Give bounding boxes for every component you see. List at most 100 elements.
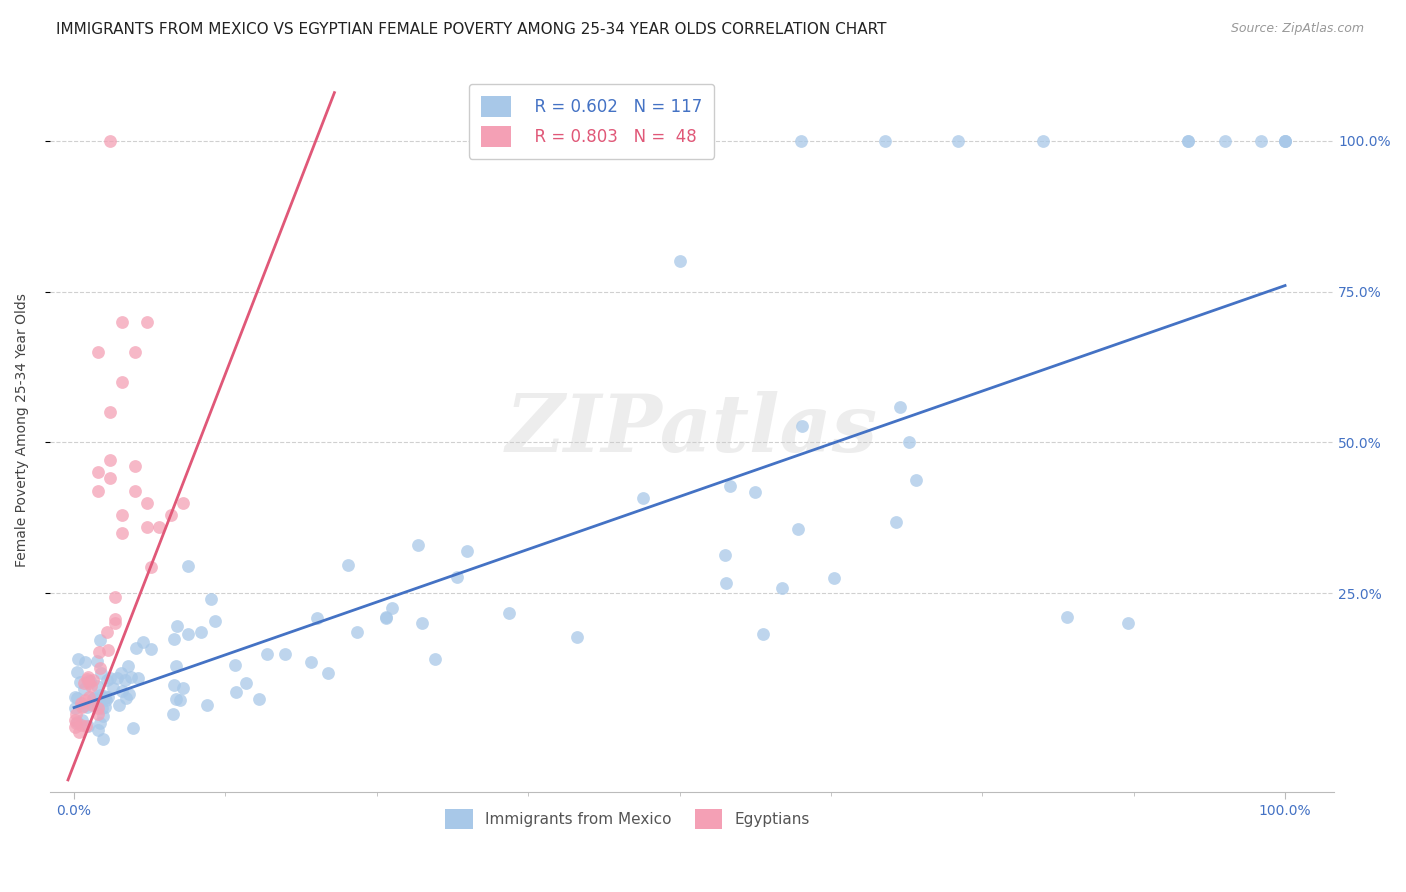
Point — [66, 715, 89, 730]
Point — [70, 696, 93, 710]
Point — [307, 611, 329, 625]
Point — [204, 614, 226, 628]
Point — [1056, 610, 1078, 624]
Point — [256, 647, 278, 661]
Point — [163, 678, 186, 692]
Point — [100, 405, 122, 419]
Point — [76, 674, 98, 689]
Point — [80, 698, 103, 713]
Point — [124, 483, 146, 498]
Point — [72, 713, 94, 727]
Point — [787, 522, 810, 536]
Point — [89, 688, 111, 702]
Point — [125, 640, 148, 655]
Point — [299, 656, 322, 670]
Point — [456, 544, 478, 558]
Point — [1274, 134, 1296, 148]
Point — [86, 723, 108, 737]
Point — [87, 691, 110, 706]
Point — [93, 689, 115, 703]
Point — [75, 693, 97, 707]
Point — [111, 375, 134, 389]
Point — [91, 709, 114, 723]
Point — [235, 676, 257, 690]
Point — [165, 692, 187, 706]
Point — [160, 508, 183, 522]
Legend: Immigrants from Mexico, Egyptians: Immigrants from Mexico, Egyptians — [439, 803, 815, 835]
Point — [337, 558, 360, 573]
Point — [446, 570, 468, 584]
Point — [108, 698, 131, 713]
Point — [73, 698, 96, 713]
Point — [169, 693, 191, 707]
Point — [89, 645, 111, 659]
Point — [82, 691, 104, 706]
Point — [668, 254, 690, 268]
Point — [127, 671, 149, 685]
Point — [75, 655, 97, 669]
Point — [77, 719, 100, 733]
Point — [823, 571, 845, 585]
Point — [100, 453, 122, 467]
Point — [69, 718, 91, 732]
Point — [165, 658, 187, 673]
Point — [94, 699, 117, 714]
Point — [82, 697, 104, 711]
Point — [141, 642, 163, 657]
Point — [176, 627, 198, 641]
Point — [100, 134, 122, 148]
Point — [69, 724, 91, 739]
Point — [120, 670, 142, 684]
Point — [375, 610, 398, 624]
Point — [770, 582, 793, 596]
Point — [714, 548, 737, 562]
Point — [94, 693, 117, 707]
Point — [117, 658, 139, 673]
Point — [135, 315, 157, 329]
Point — [565, 630, 588, 644]
Point — [90, 665, 112, 680]
Point — [96, 673, 118, 688]
Text: ZIPatlas: ZIPatlas — [506, 392, 877, 469]
Point — [346, 625, 368, 640]
Point — [79, 673, 101, 688]
Point — [73, 676, 96, 690]
Point — [752, 627, 775, 641]
Point — [67, 652, 90, 666]
Point — [86, 679, 108, 693]
Point — [87, 483, 110, 498]
Point — [65, 690, 87, 705]
Point — [1177, 134, 1199, 148]
Point — [73, 681, 96, 696]
Point — [631, 491, 654, 506]
Point — [1116, 616, 1139, 631]
Point — [1274, 134, 1296, 148]
Point — [103, 616, 125, 631]
Point — [273, 647, 295, 661]
Point — [96, 624, 118, 639]
Point — [744, 485, 766, 500]
Point — [789, 134, 811, 148]
Point — [100, 471, 122, 485]
Point — [104, 590, 127, 604]
Point — [225, 685, 247, 699]
Point — [89, 661, 111, 675]
Point — [411, 616, 433, 631]
Point — [714, 575, 737, 590]
Point — [117, 687, 139, 701]
Point — [87, 344, 110, 359]
Point — [83, 698, 105, 713]
Point — [166, 619, 188, 633]
Point — [1250, 134, 1272, 148]
Point — [875, 134, 897, 148]
Point — [124, 459, 146, 474]
Point — [87, 466, 110, 480]
Point — [1032, 134, 1054, 148]
Point — [77, 670, 100, 684]
Point — [111, 508, 134, 522]
Y-axis label: Female Poverty Among 25-34 Year Olds: Female Poverty Among 25-34 Year Olds — [15, 293, 30, 567]
Point — [884, 515, 907, 529]
Point — [375, 611, 398, 625]
Point — [132, 634, 155, 648]
Point — [148, 519, 170, 533]
